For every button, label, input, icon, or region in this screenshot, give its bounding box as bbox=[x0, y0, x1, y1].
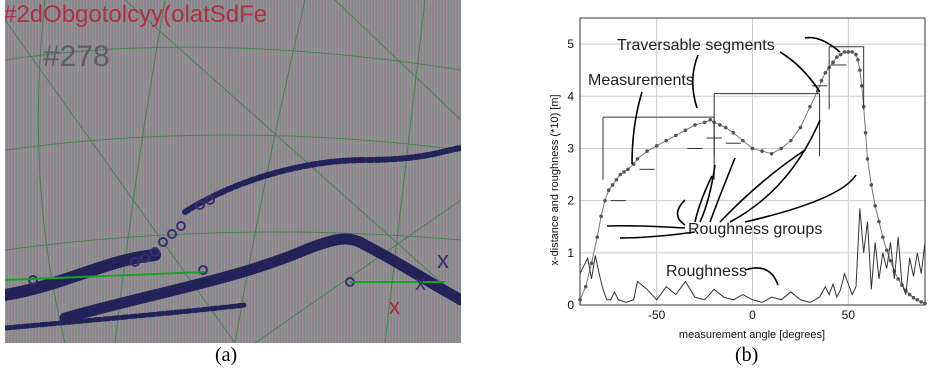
distance-point bbox=[907, 292, 912, 297]
distance-point bbox=[578, 297, 582, 302]
annotation-measurements: Measurements bbox=[588, 72, 694, 89]
chart-axes: 0 1 2 3 4 5 -50 0 50 bbox=[567, 17, 926, 322]
distance-point bbox=[626, 167, 630, 172]
distance-point bbox=[595, 235, 600, 239]
id-label: #278 bbox=[43, 40, 110, 73]
x-tick-label: 50 bbox=[842, 308, 856, 322]
distance-point bbox=[856, 57, 860, 62]
distance-point bbox=[842, 50, 847, 54]
roughness-line bbox=[579, 208, 926, 303]
distance-point bbox=[888, 258, 893, 263]
distance-point bbox=[865, 157, 870, 161]
distance-point bbox=[835, 55, 839, 59]
overlay-text: #2dObgotolcyy(olatSdFe bbox=[5, 1, 267, 28]
distance-point bbox=[718, 123, 722, 127]
y-tick-label: 0 bbox=[567, 298, 574, 312]
distance-point bbox=[858, 68, 862, 72]
panel-a-background bbox=[5, 0, 461, 343]
distance-point bbox=[915, 297, 920, 302]
distance-point bbox=[877, 219, 881, 224]
panel-a-grid bbox=[5, 0, 461, 343]
x-tick-label: -50 bbox=[648, 308, 666, 322]
distance-point bbox=[760, 149, 764, 153]
distance-point bbox=[854, 52, 858, 57]
distance-point bbox=[654, 144, 659, 148]
distance-point bbox=[731, 131, 736, 135]
distance-point bbox=[664, 138, 669, 143]
distance-point bbox=[789, 138, 793, 143]
track-lower bbox=[59, 233, 461, 324]
distance-point bbox=[846, 50, 851, 54]
caption-a: (a) bbox=[215, 344, 238, 366]
track-middle bbox=[5, 249, 161, 301]
distance-point bbox=[884, 248, 889, 253]
distance-point bbox=[869, 183, 874, 187]
marker-x-2: x bbox=[389, 294, 400, 319]
y-tick-label: 2 bbox=[567, 194, 574, 208]
annotation-traversable: Traversable segments bbox=[617, 37, 775, 54]
distance-point bbox=[693, 123, 697, 127]
panel-a-image: #2dObgotolcyy(olatSdFe #278 x x x bbox=[5, 0, 461, 343]
distance-point bbox=[599, 214, 603, 219]
distance-point bbox=[873, 204, 877, 208]
distance-point bbox=[881, 235, 885, 239]
distance-point bbox=[850, 50, 854, 54]
distance-point bbox=[911, 295, 916, 300]
x-axis-label: measurement angle [degrees] bbox=[679, 329, 825, 341]
distance-point bbox=[589, 261, 594, 266]
distance-point bbox=[823, 70, 828, 75]
distance-point bbox=[610, 183, 615, 187]
distance-point bbox=[838, 52, 843, 57]
distance-point bbox=[863, 131, 868, 135]
y-axis-label: x-distance and roughness (*10) [m] bbox=[549, 94, 561, 265]
distance-point bbox=[622, 170, 626, 174]
track-bottom bbox=[5, 302, 248, 331]
distance-point bbox=[583, 284, 588, 289]
distance-point bbox=[708, 117, 713, 122]
chart-annotations: Traversable segments Measurements Roughn… bbox=[588, 37, 822, 280]
distance-point bbox=[896, 277, 900, 281]
distance-point bbox=[603, 198, 607, 203]
panel-b-chart: 0 1 2 3 4 5 -50 0 50 Traversable segments Measur… bbox=[520, 0, 930, 345]
y-tick-label: 5 bbox=[567, 37, 574, 51]
distance-point bbox=[741, 138, 745, 143]
distance-point bbox=[618, 172, 623, 177]
distance-point bbox=[702, 120, 707, 125]
annotation-roughness-groups: Roughness groups bbox=[688, 221, 822, 238]
distance-point bbox=[808, 104, 812, 109]
distance-point bbox=[606, 188, 611, 192]
track-lines bbox=[5, 145, 461, 331]
caption-b: (b) bbox=[735, 344, 759, 366]
distance-point bbox=[614, 177, 619, 182]
distance-point bbox=[798, 125, 803, 130]
y-tick-label: 4 bbox=[567, 89, 574, 103]
distance-point bbox=[859, 84, 864, 88]
distance-point bbox=[779, 146, 784, 151]
distance-point bbox=[919, 300, 923, 304]
distance-point bbox=[645, 149, 649, 153]
distance-point bbox=[723, 125, 728, 130]
chart-svg: 0 1 2 3 4 5 -50 0 50 Traversable segments Measur… bbox=[549, 17, 927, 341]
marker-x-3: x bbox=[415, 270, 426, 295]
chart-marks bbox=[578, 46, 927, 306]
y-tick-label: 1 bbox=[567, 246, 574, 260]
x-tick-label: 0 bbox=[749, 308, 756, 322]
distance-point bbox=[831, 60, 835, 65]
annotation-arrows bbox=[606, 36, 857, 286]
distance-point bbox=[769, 151, 774, 156]
distance-point bbox=[683, 128, 688, 132]
distance-point bbox=[635, 157, 640, 161]
distance-point bbox=[923, 301, 927, 306]
marker-x-1: x bbox=[437, 247, 449, 274]
green-lines bbox=[5, 271, 445, 283]
distance-point bbox=[674, 133, 678, 138]
y-tick-label: 3 bbox=[567, 141, 574, 155]
plot-frame bbox=[579, 17, 926, 306]
distance-point bbox=[750, 146, 755, 151]
panel-a-canvas: #2dObgotolcyy(olatSdFe #278 x x x bbox=[5, 0, 461, 343]
annotation-roughness: Roughness bbox=[666, 263, 747, 280]
distance-point bbox=[819, 78, 824, 83]
track-upper bbox=[182, 145, 461, 215]
